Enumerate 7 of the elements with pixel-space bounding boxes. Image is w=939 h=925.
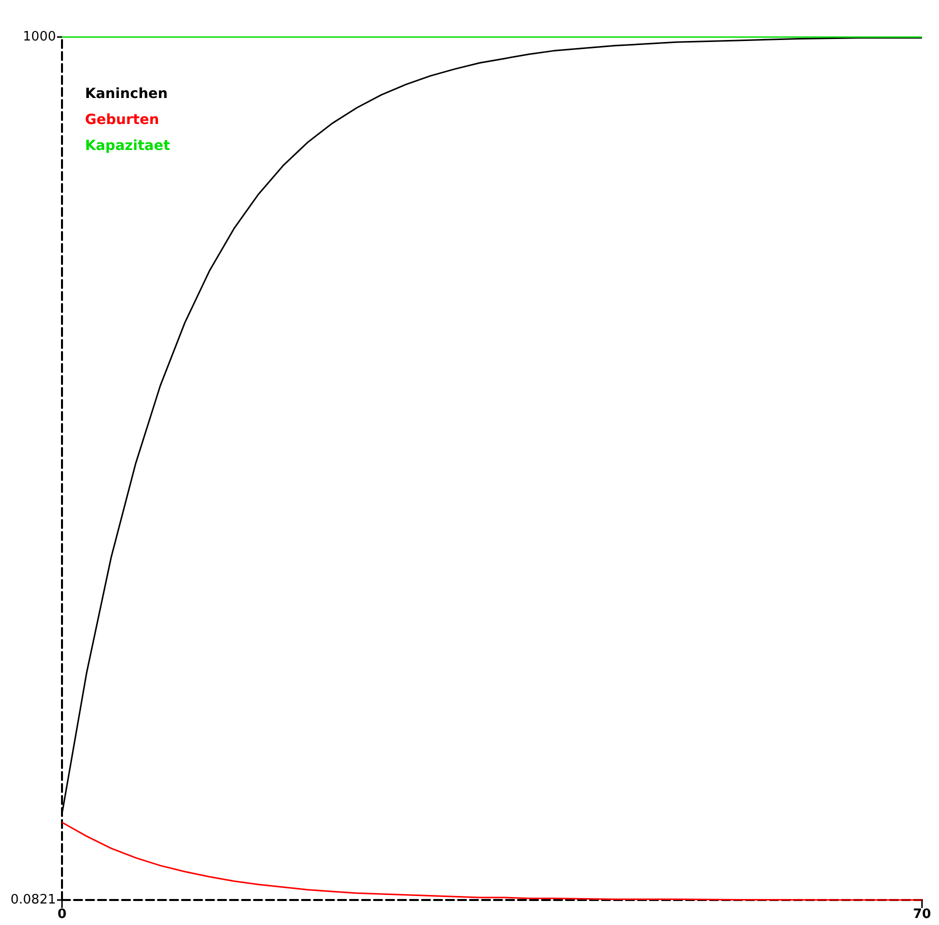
y-tick-label: 1000 (22, 30, 56, 44)
text: Geburten (85, 112, 160, 128)
x-tick-label: 70 (912, 907, 932, 922)
text: Kaninchen (85, 86, 168, 102)
text: Kapazitaet (85, 138, 170, 154)
x-tick-label: 0 (57, 907, 67, 922)
y-tick-label: 0.0821 (10, 892, 56, 908)
